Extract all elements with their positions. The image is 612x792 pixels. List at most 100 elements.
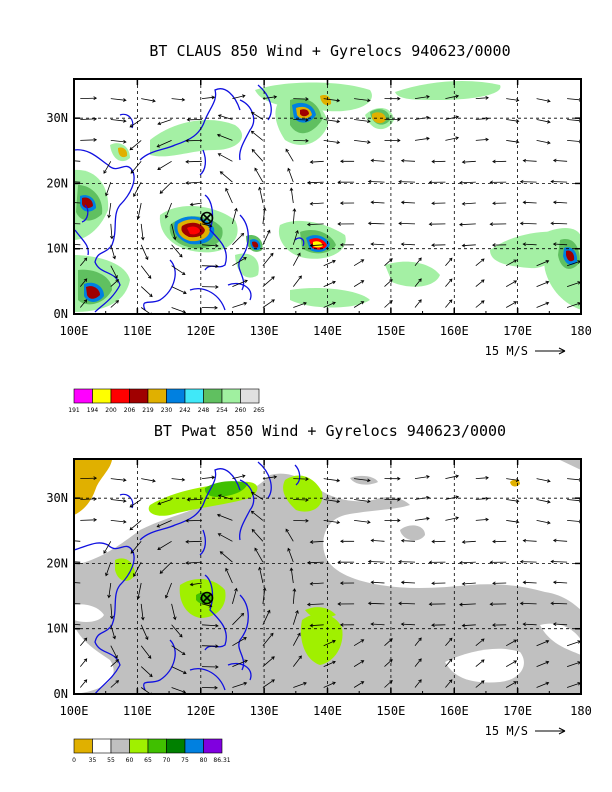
- wind-vector: [74, 223, 81, 225]
- y-tick-label: 30N: [46, 111, 68, 125]
- wind-vector: [292, 632, 301, 646]
- wind-vector: [475, 517, 489, 522]
- wind-vector: [110, 300, 120, 308]
- wind-vector: [461, 623, 476, 628]
- wind-vector: [475, 659, 485, 667]
- wind-vector: [74, 540, 81, 542]
- wind-vector: [262, 229, 271, 245]
- wind-vector: [293, 681, 307, 688]
- wind-vector: [431, 159, 446, 164]
- wind-vector: [254, 547, 264, 563]
- wind-vector: [370, 580, 385, 585]
- wind-vector: [292, 252, 301, 266]
- wind-vector: [522, 158, 537, 163]
- wind-vector: [550, 559, 568, 564]
- wind-vector: [293, 498, 309, 502]
- wind-vector: [461, 160, 476, 164]
- wind-vector: [110, 478, 127, 482]
- wind-vector: [293, 477, 309, 481]
- wind-vector: [140, 624, 149, 641]
- wind-vector: [136, 582, 142, 600]
- y-tick-label: 0N: [54, 687, 68, 701]
- x-tick-label: 140E: [313, 704, 342, 718]
- wind-vector: [489, 602, 507, 607]
- wind-vector: [309, 581, 324, 586]
- wind-vector: [306, 560, 324, 565]
- wind-vector: [354, 119, 371, 124]
- wind-vector: [536, 301, 550, 308]
- wind-vector: [414, 637, 422, 646]
- wind-vector: [492, 623, 507, 627]
- wind-vector: [171, 265, 186, 276]
- wind-vector: [109, 223, 114, 240]
- wind-vector: [445, 136, 460, 141]
- wind-vector: [492, 581, 507, 586]
- wind-vector: [323, 639, 336, 647]
- wind-vector: [445, 115, 460, 120]
- x-tick-label: 100E: [60, 704, 89, 718]
- wind-vector: [431, 539, 446, 544]
- wind-vector: [506, 478, 520, 482]
- wind-vector: [109, 603, 114, 620]
- x-tick-label: 160E: [440, 704, 469, 718]
- wind-vector: [309, 540, 324, 544]
- wind-vector: [171, 477, 186, 482]
- wind-vector: [141, 98, 156, 103]
- wind-vector: [536, 478, 551, 483]
- wind-vector: [171, 603, 177, 621]
- wind-vector: [475, 300, 485, 308]
- x-tick-label: 140E: [313, 324, 342, 338]
- wind-vector: [370, 242, 385, 246]
- wind-vector: [129, 499, 142, 508]
- wind-vector: [189, 582, 203, 587]
- wind-vector: [445, 299, 453, 308]
- wind-vector: [225, 187, 233, 204]
- wind-vector: [354, 478, 371, 483]
- wind-vector: [337, 180, 355, 185]
- wind-vector: [309, 623, 324, 628]
- panel2-field: [74, 459, 581, 694]
- wind-vector: [140, 666, 153, 678]
- wind-vector: [353, 681, 365, 688]
- panel1-vector-scale: 15 M/S: [485, 344, 566, 358]
- wind-vector: [164, 202, 172, 219]
- wind-vector: [536, 140, 551, 145]
- x-tick-label: 170E: [503, 324, 532, 338]
- colorbar-swatch: [73, 388, 93, 404]
- wind-vector: [201, 285, 219, 289]
- wind-vector: [431, 201, 446, 206]
- colorbar-swatch: [166, 388, 186, 404]
- wind-vector: [292, 655, 302, 667]
- wind-vector: [414, 475, 430, 479]
- wind-vector: [103, 541, 112, 554]
- wind-vector: [353, 259, 365, 267]
- wind-vector: [262, 587, 267, 604]
- wind-vector: [292, 208, 297, 224]
- wind-vector: [367, 179, 385, 184]
- wind-vector: [550, 179, 568, 184]
- colorbar-label: 191: [68, 407, 80, 414]
- wind-vector: [323, 301, 336, 308]
- wind-vector: [157, 160, 172, 171]
- wind-vector: [110, 244, 116, 260]
- panel1-field: [74, 79, 581, 314]
- wind-vector: [400, 538, 416, 543]
- wind-vector: [461, 540, 476, 544]
- wind-vector: [506, 259, 518, 267]
- wind-vector: [140, 265, 152, 279]
- wind-vector: [506, 660, 518, 667]
- wind-vector: [107, 202, 112, 219]
- x-tick-label: 150E: [376, 324, 405, 338]
- wind-vector: [506, 519, 520, 524]
- wind-vector: [217, 494, 233, 500]
- wind-vector: [262, 95, 278, 99]
- wind-vector: [400, 158, 416, 163]
- wind-vector: [428, 222, 446, 227]
- colorbar-label: 75: [181, 757, 189, 764]
- wind-vector: [74, 603, 81, 605]
- wind-vector: [337, 602, 355, 606]
- wind-vector: [506, 98, 520, 102]
- panel1-ticks: 100E 110E 120E 130E 140E 150E 160E 170E 180 0N 10N…: [46, 79, 592, 338]
- wind-vector: [74, 181, 81, 183]
- x-tick-label: 180: [570, 704, 592, 718]
